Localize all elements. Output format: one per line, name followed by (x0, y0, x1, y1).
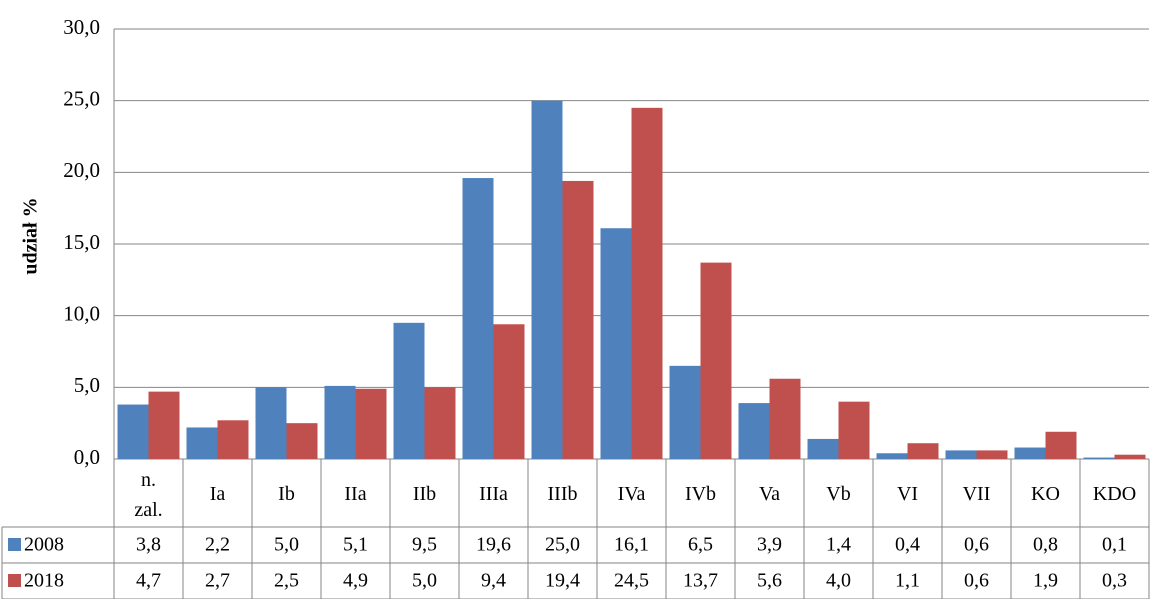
data-label: 19,6 (476, 534, 511, 556)
data-label: 0,3 (1102, 570, 1127, 592)
data-label: 5,6 (757, 570, 782, 592)
x-tick-label: VI (897, 483, 918, 505)
bar-2008 (1083, 457, 1115, 459)
data-label: 0,6 (964, 534, 989, 556)
data-label: 3,9 (757, 534, 782, 556)
data-label: 5,0 (412, 570, 437, 592)
x-tick-label: IIa (344, 483, 366, 505)
legend-key-2008 (8, 538, 21, 551)
data-label: 3,8 (136, 534, 161, 556)
data-label: 2,2 (205, 534, 230, 556)
x-tick-label: Ia (210, 483, 226, 505)
data-label: 25,0 (545, 534, 580, 556)
bar-2018 (769, 378, 801, 459)
bar-2008 (600, 228, 632, 459)
data-label: 0,6 (964, 570, 989, 592)
bar-2018 (493, 324, 525, 459)
data-label: 16,1 (614, 534, 649, 556)
data-label: 0,1 (1102, 534, 1127, 556)
bar-2008 (876, 453, 908, 459)
data-label: 4,9 (343, 570, 368, 592)
legend-label-2018: 2018 (24, 570, 64, 592)
bar-2018 (355, 388, 387, 459)
x-tick-label: n. zal. (134, 469, 162, 521)
y-tick-label: 0,0 (74, 445, 100, 469)
bar-2018 (838, 401, 870, 459)
bar-2018 (148, 391, 180, 459)
data-label: 2,5 (274, 570, 299, 592)
x-tick-label: IIIb (548, 483, 578, 505)
legend-label-2008: 2008 (24, 534, 64, 556)
y-tick-label: 15,0 (63, 230, 100, 254)
data-label: 1,4 (826, 534, 851, 556)
bar-2018 (907, 443, 939, 459)
bar-2008 (669, 365, 701, 459)
bar-2018 (562, 180, 594, 459)
data-label: 9,4 (481, 570, 506, 592)
bar-2018 (631, 107, 663, 459)
bars (117, 100, 1146, 460)
bar-2008 (462, 178, 494, 460)
x-tick-label: Ib (278, 483, 295, 505)
data-label: 0,4 (895, 534, 920, 556)
y-tick-label: 30,0 (63, 15, 100, 39)
data-label: 4,7 (136, 570, 161, 592)
bar-2018 (1114, 454, 1146, 459)
data-label: 4,0 (826, 570, 851, 592)
bar-2008 (186, 427, 218, 459)
y-tick-label: 25,0 (63, 86, 100, 110)
bar-2008 (738, 403, 770, 459)
x-tick-label: KO (1031, 483, 1060, 505)
legend-key-2018 (8, 574, 21, 587)
x-tick-label: IIb (413, 483, 436, 505)
bar-2008 (324, 385, 356, 459)
bar-2008 (807, 438, 839, 459)
bar-2018 (424, 387, 456, 459)
x-tick-label: KDO (1093, 483, 1136, 505)
x-tick-label: Vb (826, 483, 850, 505)
data-label: 9,5 (412, 534, 437, 556)
bar-2008 (255, 387, 287, 459)
data-table: n. zal. Ia Ib IIa IIb IIIa IIIb IVa IVb Va Vb VI VII K… (1, 459, 1150, 600)
x-tick-label: VII (963, 483, 991, 505)
data-label: 0,8 (1033, 534, 1058, 556)
data-label: 5,0 (274, 534, 299, 556)
x-tick-label: IVb (685, 483, 716, 505)
data-label: 5,1 (343, 534, 368, 556)
bar-2008 (117, 404, 149, 459)
bar-2018 (217, 420, 249, 459)
y-axis-label: udział % (20, 197, 42, 274)
y-tick-label: 10,0 (63, 301, 100, 325)
bar-2008 (1014, 447, 1046, 459)
data-label: 6,5 (688, 534, 713, 556)
data-label: 2,7 (205, 570, 230, 592)
data-label: 13,7 (683, 570, 718, 592)
bar-2018 (1045, 431, 1077, 459)
axes: 0,0 5,0 10,0 15,0 20,0 25,0 30,0 (63, 15, 115, 469)
y-tick-label: 5,0 (74, 373, 100, 397)
data-label: 1,9 (1033, 570, 1058, 592)
bar-2008 (945, 450, 977, 459)
data-label: 1,1 (895, 570, 920, 592)
bar-2008 (531, 100, 563, 460)
x-tick-label: Va (759, 483, 780, 505)
bar-2008 (393, 322, 425, 459)
bar-2018 (700, 262, 732, 459)
data-label: 24,5 (614, 570, 649, 592)
y-tick-label: 20,0 (63, 158, 100, 182)
bar-2018 (286, 423, 318, 459)
x-tick-label: IIIa (479, 483, 508, 505)
data-label: 19,4 (545, 570, 580, 592)
bar-2018 (976, 450, 1008, 459)
x-tick-label: IVa (618, 483, 646, 505)
